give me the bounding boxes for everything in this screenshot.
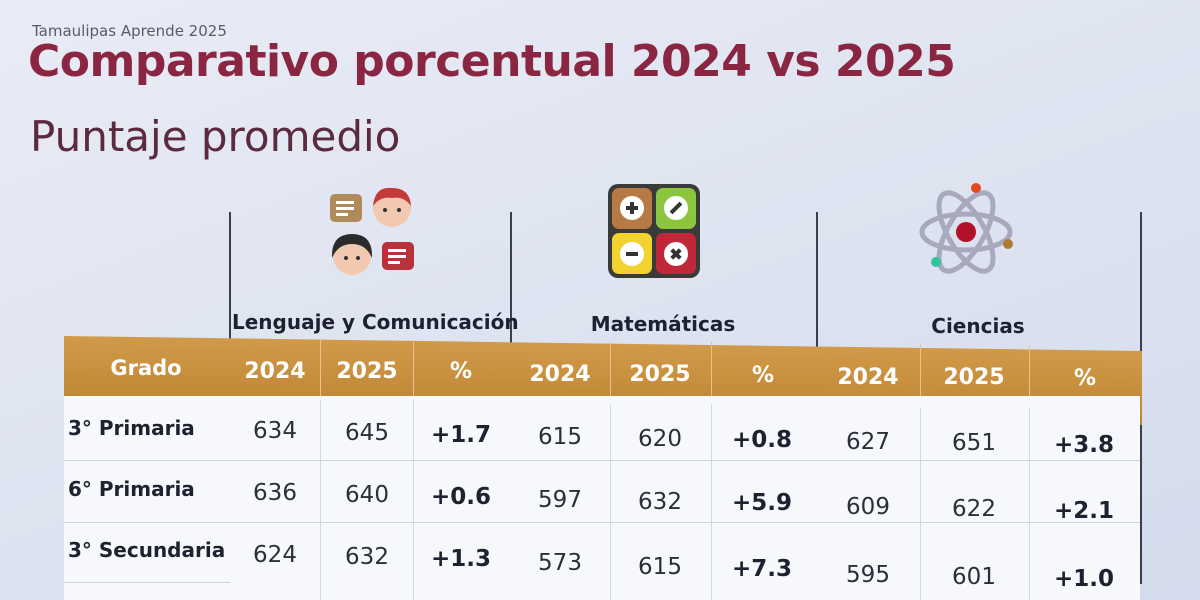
table-cell: 624 xyxy=(253,542,297,568)
kicker-text: Tamaulipas Aprende 2025 xyxy=(32,22,227,40)
subject-lenguaje-label: Lenguaje y Comunicación xyxy=(232,310,519,334)
table-cell: 632 xyxy=(638,489,682,515)
table-cell: 632 xyxy=(345,544,389,570)
atom-icon xyxy=(918,180,1016,284)
people-chat-icon xyxy=(326,186,418,284)
page-subtitle: Puntaje promedio xyxy=(30,112,401,161)
lenguaje-pct-header: % xyxy=(449,359,473,384)
column-separator xyxy=(920,408,921,600)
subject-ciencias-label: Ciencias xyxy=(931,314,1025,338)
table-cell: 609 xyxy=(846,494,890,520)
table-cell: 627 xyxy=(846,429,890,455)
row-grade-label: 3° Primaria xyxy=(68,416,195,440)
table-cell-pct: +0.6 xyxy=(430,484,491,510)
table-body xyxy=(64,396,1140,600)
header-separator xyxy=(1029,345,1030,413)
subject-matematicas-label: Matemáticas xyxy=(590,312,736,336)
table-cell-pct: +5.9 xyxy=(731,490,792,516)
matematicas-2025-header: 2025 xyxy=(629,362,691,387)
table-cell: 615 xyxy=(538,424,582,450)
matematicas-2024-header: 2024 xyxy=(529,362,591,387)
table-cell: 651 xyxy=(952,430,996,456)
row-separator xyxy=(64,582,230,583)
header-separator xyxy=(711,342,712,410)
table-cell: 573 xyxy=(538,550,582,576)
table-cell-pct: +1.7 xyxy=(430,422,491,448)
table-cell: 601 xyxy=(952,564,996,590)
table-cell-pct: +0.8 xyxy=(731,427,792,453)
table-cell: 620 xyxy=(638,426,682,452)
ciencias-pct-header: % xyxy=(1073,366,1097,391)
table-cell: 640 xyxy=(345,482,389,508)
table-cell: 645 xyxy=(345,420,389,446)
lenguaje-2024-header: 2024 xyxy=(244,359,306,384)
column-separator xyxy=(320,400,321,600)
table-cell: 595 xyxy=(846,562,890,588)
table-cell-pct: +2.1 xyxy=(1053,498,1114,524)
table-cell: 615 xyxy=(638,554,682,580)
ciencias-2024-header: 2024 xyxy=(837,365,899,390)
column-separator xyxy=(711,404,712,600)
grade-column-header: Grado xyxy=(110,356,182,380)
ciencias-2025-header: 2025 xyxy=(943,365,1005,390)
column-separator xyxy=(413,400,414,600)
row-separator xyxy=(64,460,1140,461)
table-cell: 622 xyxy=(952,496,996,522)
header-separator xyxy=(320,340,321,408)
row-grade-label: 3° Secundaria xyxy=(68,538,226,562)
calculator-operations-icon xyxy=(606,182,702,284)
row-separator xyxy=(64,522,1140,523)
header-separator xyxy=(413,340,414,408)
row-grade-label: 6° Primaria xyxy=(68,477,195,501)
page-title: Comparativo porcentual 2024 vs 2025 xyxy=(28,36,956,87)
lenguaje-2025-header: 2025 xyxy=(336,359,398,384)
header-separator xyxy=(610,342,611,410)
column-separator xyxy=(1029,408,1030,600)
table-cell: 634 xyxy=(253,418,297,444)
table-cell-pct: +7.3 xyxy=(731,556,792,582)
column-separator xyxy=(610,404,611,600)
table-cell-pct: +3.8 xyxy=(1053,432,1114,458)
table-cell-pct: +1.3 xyxy=(430,546,491,572)
table-cell: 597 xyxy=(538,487,582,513)
matematicas-pct-header: % xyxy=(751,363,775,388)
header-separator xyxy=(920,344,921,412)
table-cell-pct: +1.0 xyxy=(1053,566,1114,592)
table-cell: 636 xyxy=(253,480,297,506)
